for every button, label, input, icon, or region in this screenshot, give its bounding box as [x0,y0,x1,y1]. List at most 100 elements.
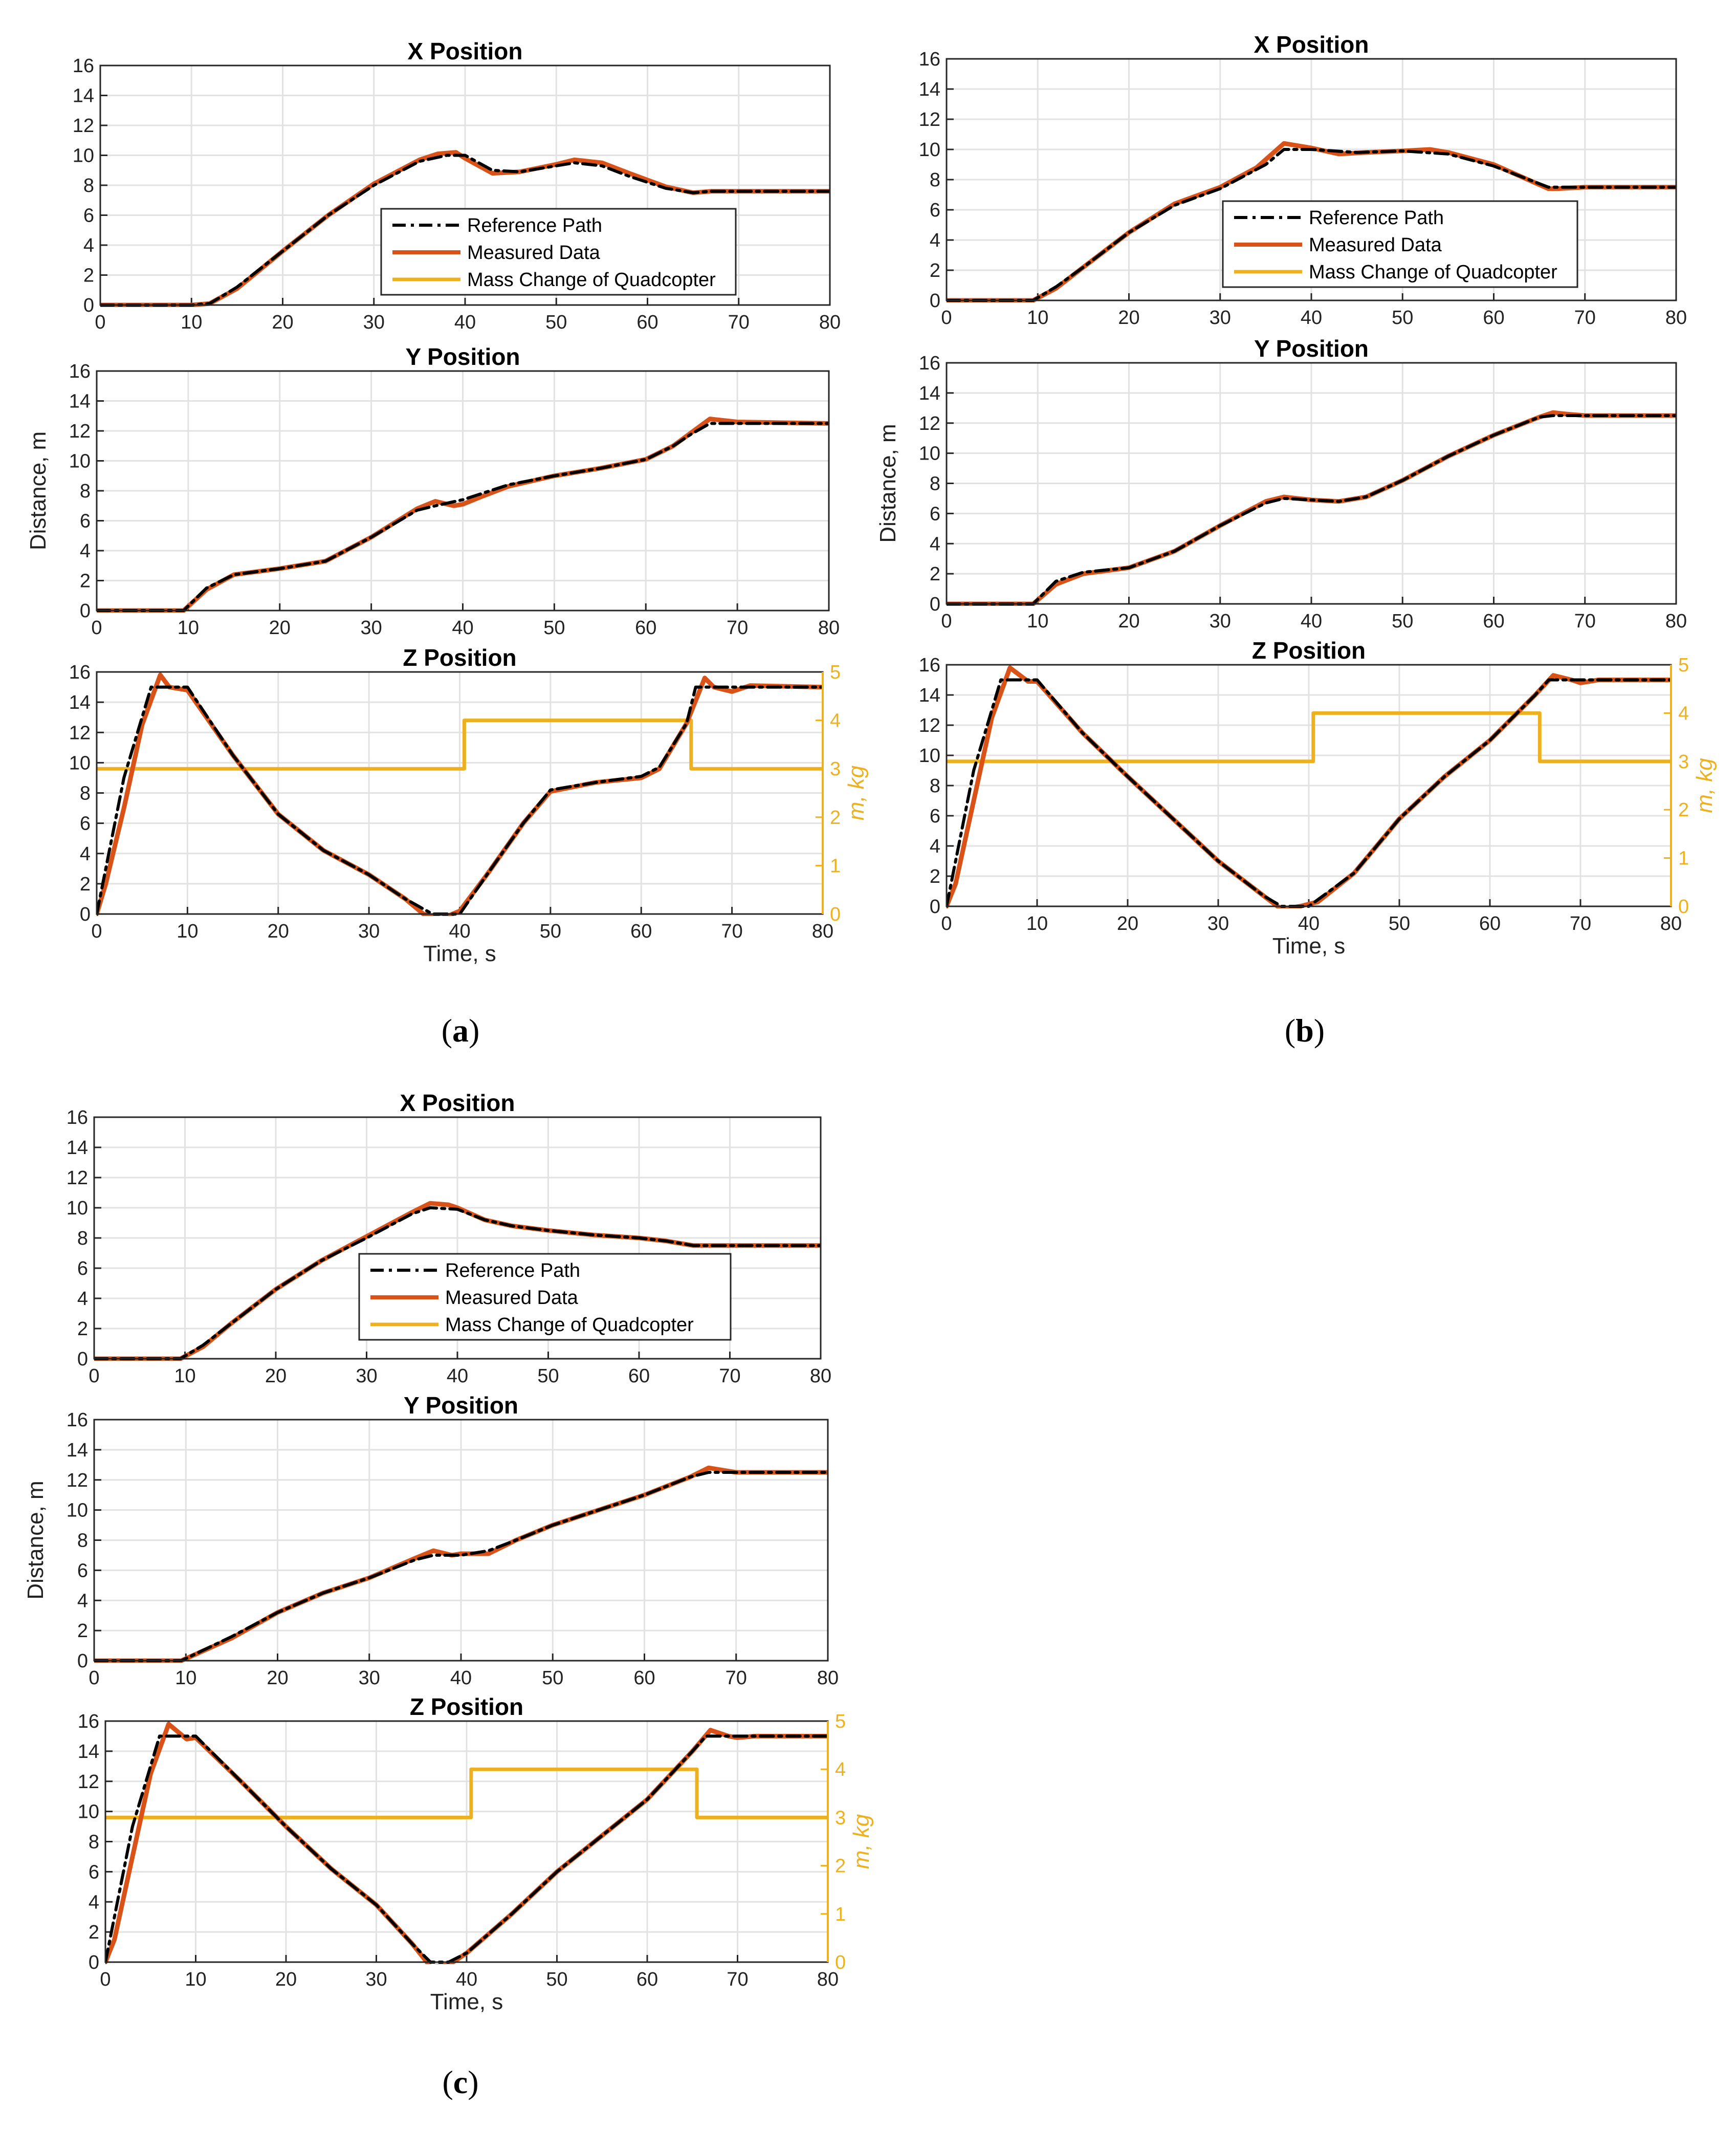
y-tick-label: 0 [930,290,940,312]
x-axis-label: Time, s [430,1989,503,2014]
x-tick-label: 0 [941,611,952,632]
y-tick-label: 12 [67,1167,88,1189]
y-tick-label: 12 [73,115,94,137]
x-tick-label: 30 [1207,913,1229,934]
y-tick-label: 14 [69,391,91,412]
x-tick-label: 30 [358,921,380,942]
y-tick-label: 12 [78,1771,99,1793]
y-tick-label: 10 [69,451,91,472]
y-tick-label: 2 [930,260,940,281]
y-tick-label: 14 [67,1440,88,1461]
y-tick-label: 2 [77,1318,88,1340]
y-tick-label: 12 [69,722,91,744]
y-tick-label: 2 [930,866,940,887]
x-tick-label: 0 [89,1365,99,1387]
y-tick-label: 16 [67,1107,88,1128]
chart-title: Z Position [403,644,516,671]
y-axis-label: Distance, m [875,424,900,542]
x-tick-label: 30 [360,617,382,639]
x-tick-label: 40 [454,312,476,333]
legend-entry-label: Measured Data [467,242,601,264]
y-tick-label: 12 [919,413,940,434]
x-tick-label: 0 [95,312,105,333]
x-tick-label: 20 [265,1365,287,1387]
right-y-tick-label: 1 [1678,848,1689,869]
x-tick-label: 70 [727,617,748,639]
right-y-tick-label: 2 [1678,799,1689,821]
legend: Reference Path Measured Data Mass Change o… [358,1253,732,1341]
y-tick-label: 6 [930,200,940,221]
y-tick-label: 14 [73,85,94,107]
series-mass-change [97,719,823,771]
y-tick-label: 4 [930,533,940,555]
axes-frame [946,362,1677,605]
y-tick-label: 8 [930,473,940,495]
legend-entry-label: Reference Path [1309,207,1444,229]
y-tick-label: 14 [919,685,940,706]
y-tick-label: 16 [919,655,940,676]
y-tick-label: 0 [77,1349,88,1370]
x-tick-label: 80 [810,1365,831,1387]
x-tick-label: 30 [1210,611,1231,632]
y-tick-label: 14 [78,1741,99,1763]
y-tick-label: 8 [930,775,940,797]
x-tick-label: 10 [1027,611,1048,632]
x-tick-label: 70 [719,1365,740,1387]
x-tick-label: 30 [1210,307,1231,329]
right-y-tick-label: 3 [830,758,841,780]
series-group [97,417,829,613]
x-tick-label: 0 [89,1667,99,1689]
y-tick-label: 6 [77,1258,88,1279]
x-tick-label: 40 [452,617,473,639]
right-y-tick-label: 3 [835,1807,846,1829]
x-tick-label: 20 [267,1667,288,1689]
x-tick-label: 0 [100,1969,111,1990]
y-tick-label: 4 [80,843,91,865]
x-tick-label: 20 [1118,307,1139,329]
y-tick-label: 2 [80,571,91,592]
series-group [94,1201,821,1361]
x-tick-label: 0 [941,913,952,934]
x-tick-label: 40 [449,921,470,942]
series-reference-path [97,422,829,612]
chart-title: Z Position [1252,637,1366,664]
chart-a-y-position: 0 10 20 30 40 50 60 70 80 0 2 4 6 8 10 12 14 16 Y Position… [26,343,840,639]
right-y-tick-label: 0 [1678,896,1689,918]
series-group [947,410,1676,606]
x-tick-label: 60 [633,1667,655,1689]
x-tick-label: 10 [1027,307,1048,329]
x-axis-label: Time, s [1272,933,1346,959]
x-tick-label: 80 [1665,307,1687,329]
x-tick-label: 40 [1301,611,1322,632]
y-axis-label: Distance, m [26,431,51,550]
y-tick-label: 16 [73,55,94,77]
x-tick-label: 10 [175,1667,196,1689]
y-tick-label: 8 [80,783,91,804]
chart-c-x-position: 0 10 20 30 40 50 60 70 80 0 2 4 6 8 10 12 14 16 X Position… [67,1090,831,1387]
y-tick-label: 10 [67,1500,88,1521]
series-reference-path [100,154,830,307]
x-axis-label: Time, s [423,941,496,966]
x-tick-label: 60 [630,921,652,942]
legend: Reference Path Measured Data Mass Change o… [380,208,737,296]
x-tick-label: 80 [817,1667,839,1689]
x-tick-label: 10 [174,1365,195,1387]
right-y-tick-label: 0 [835,1952,846,1973]
y-tick-label: 2 [77,1620,88,1642]
y-tick-label: 0 [80,600,91,622]
x-tick-label: 70 [721,921,742,942]
x-tick-label: 10 [178,617,199,639]
x-tick-label: 80 [812,921,833,942]
y-tick-label: 6 [80,813,91,835]
legend: Reference Path Measured Data Mass Change o… [1222,200,1578,288]
y-tick-label: 4 [80,540,91,562]
y-tick-label: 10 [78,1801,99,1823]
x-tick-label: 10 [177,921,198,942]
chart-a-x-position: 0 10 20 30 40 50 60 70 80 0 2 4 6 8 10 12 14 16 X Position… [73,38,841,333]
y-tick-label: 16 [78,1711,99,1732]
chart-title: Y Position [404,1392,518,1419]
x-tick-label: 80 [1665,611,1687,632]
x-tick-label: 60 [628,1365,650,1387]
x-tick-label: 80 [818,617,840,639]
